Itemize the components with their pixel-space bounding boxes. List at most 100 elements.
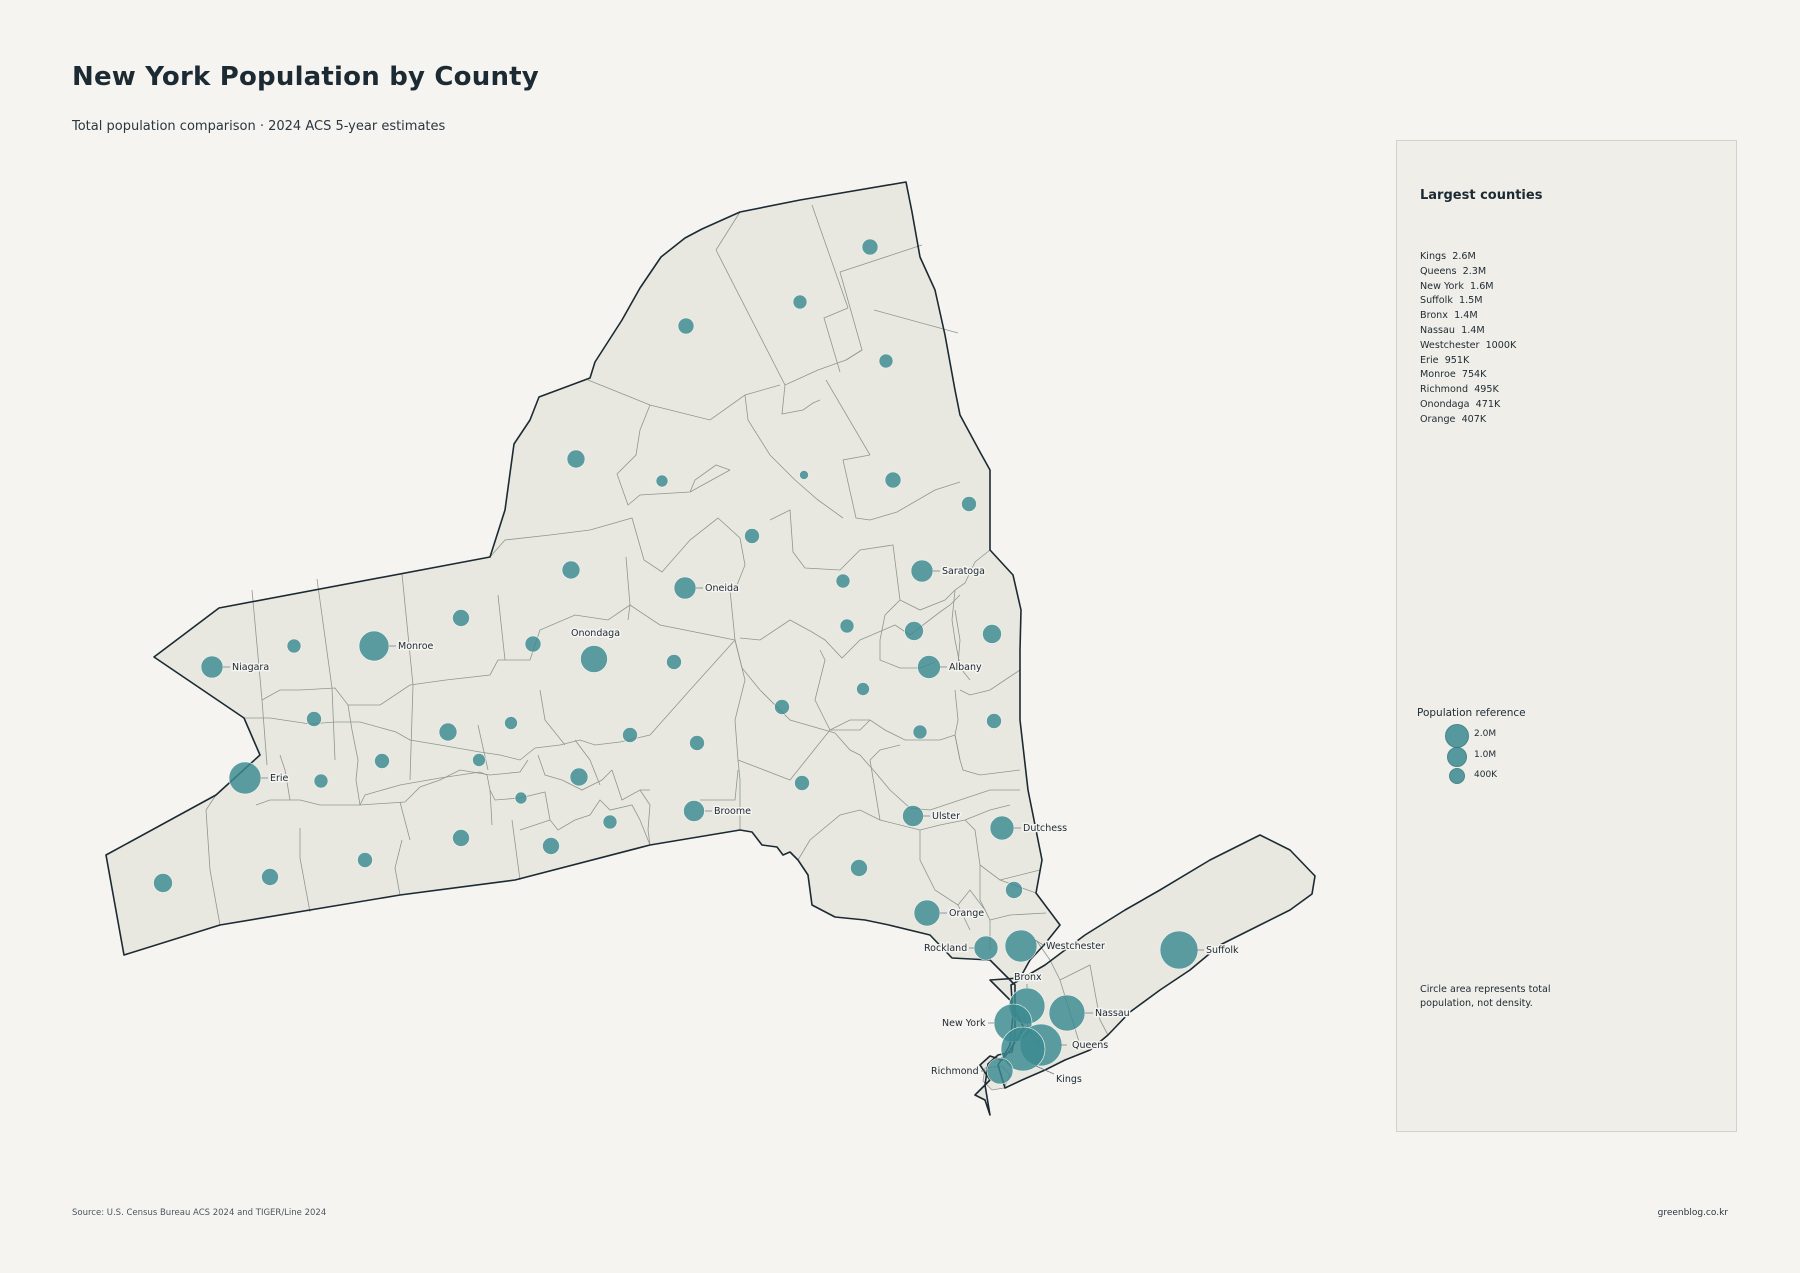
label-nassau: Nassau <box>1095 1008 1130 1019</box>
bubble-delaware <box>794 775 810 791</box>
bubble-yates <box>472 753 486 767</box>
label-oneida: Oneida <box>705 583 739 594</box>
bubble-greene <box>912 724 928 740</box>
label-monroe: Monroe <box>398 641 434 652</box>
bubble-orange <box>913 899 941 927</box>
bubble-suffolk <box>1159 930 1199 970</box>
bubble-allegany <box>357 852 373 868</box>
label-saratoga: Saratoga <box>942 566 985 577</box>
bubble-schuyler <box>514 791 528 805</box>
bubble-chautauqua <box>153 873 173 893</box>
bubble-fulton <box>835 573 851 589</box>
label-richmond: Richmond <box>931 1066 979 1077</box>
new-york-map: Niagara Monroe Erie Onondaga Oneida Sara… <box>105 181 1316 1116</box>
bubble-tompkins <box>569 767 589 787</box>
bubble-oswego <box>561 560 581 580</box>
bubble-washington <box>961 496 977 512</box>
bubble-ontario <box>438 722 458 742</box>
bubble-ulster <box>902 805 924 827</box>
ranking-item: Monroe 754K <box>1420 369 1487 381</box>
bubble-onondaga <box>580 645 608 673</box>
bubble-putnam <box>1005 881 1023 899</box>
ranking-item: New York 1.6M <box>1420 280 1494 292</box>
bubble-rensselaer <box>982 624 1002 644</box>
bubble-cattaraugus <box>261 868 279 886</box>
legend-item-1m: 1.0M <box>1397 745 1597 769</box>
label-new-york: New York <box>942 1018 986 1029</box>
site-credit: greenblog.co.kr <box>1657 1208 1728 1218</box>
bubble-chenango <box>689 735 705 751</box>
ranking-item: Suffolk 1.5M <box>1420 295 1483 307</box>
bubble-jefferson-north <box>655 474 669 488</box>
bubble-albany <box>917 655 941 679</box>
label-suffolk: Suffolk <box>1206 945 1239 956</box>
bubble-monroe <box>358 630 390 662</box>
bubble-richmond <box>986 1057 1014 1085</box>
bubble-essex <box>878 353 894 369</box>
bubble-nassau <box>1048 994 1086 1032</box>
bubble-montgomery <box>839 618 855 634</box>
county-bubbles <box>153 238 1023 899</box>
bubble-schoharie <box>856 682 870 696</box>
bubble-seneca <box>504 716 518 730</box>
bubble-niagara <box>200 655 224 679</box>
bubble-saratoga <box>910 559 934 583</box>
bubble-wayne <box>452 609 470 627</box>
page-subtitle: Total population comparison · 2024 ACS 5… <box>72 119 446 134</box>
bubble-essex-north <box>792 294 808 310</box>
bubble-franklin <box>677 317 695 335</box>
county-borders <box>205 204 1109 1051</box>
label-broome: Broome <box>714 806 751 817</box>
label-albany: Albany <box>949 662 982 673</box>
bubble-orleans <box>286 638 302 654</box>
side-panel: Largest counties Kings 2.6M Queens 2.3M … <box>1396 140 1737 1132</box>
label-bronx: Bronx <box>1014 972 1042 983</box>
legend-circle-small <box>1449 768 1465 784</box>
bubble-st-lawrence <box>566 449 586 469</box>
label-dutchess: Dutchess <box>1023 823 1067 834</box>
bubble-westchester <box>1004 929 1038 963</box>
bubble-madison <box>666 654 682 670</box>
ranking-item: Queens 2.3M <box>1420 265 1487 277</box>
bubble-kings <box>1000 1026 1046 1072</box>
label-orange: Orange <box>949 908 984 919</box>
legend-label: 2.0M <box>1474 729 1497 739</box>
bubble-oneida <box>673 576 697 600</box>
ranking-item: Kings 2.6M <box>1420 251 1476 262</box>
panel-title: Largest counties <box>1420 188 1543 203</box>
bubble-steuben <box>452 829 470 847</box>
bubble-chemung <box>542 837 560 855</box>
ranking-item: Orange 407K <box>1420 413 1487 425</box>
ranking-item: Onondaga 471K <box>1420 398 1501 410</box>
county-labels: Niagara Monroe Erie Onondaga Oneida Sara… <box>231 565 1241 1087</box>
ranking-item: Bronx 1.4M <box>1420 310 1478 322</box>
page-title: New York Population by County <box>72 62 539 92</box>
legend-note: Circle area represents total population,… <box>1420 984 1551 1009</box>
bubble-wyoming <box>313 773 329 789</box>
ranking-item: Nassau 1.4M <box>1420 324 1485 336</box>
bubble-rockland <box>973 935 999 961</box>
label-westchester: Westchester <box>1046 941 1105 952</box>
label-kings: Kings <box>1056 1074 1082 1085</box>
label-ulster: Ulster <box>932 811 960 822</box>
bubble-dutchess <box>989 815 1015 841</box>
bubble-sullivan <box>850 859 868 877</box>
label-queens: Queens <box>1072 1040 1108 1051</box>
source-note: Source: U.S. Census Bureau ACS 2024 and … <box>72 1208 327 1218</box>
legend-circle-medium <box>1447 747 1467 767</box>
legend-title: Population reference <box>1417 707 1526 719</box>
legend-label: 400K <box>1474 770 1498 780</box>
bubble-erie <box>228 761 262 795</box>
bubble-columbia <box>986 713 1002 729</box>
label-rockland: Rockland <box>924 943 967 954</box>
bubble-cortland <box>622 727 638 743</box>
bubble-clinton <box>861 238 879 256</box>
bubble-livingston <box>374 753 390 769</box>
bubble-hamilton <box>799 470 809 480</box>
bubble-lewis <box>744 528 760 544</box>
bubble-genesee <box>306 711 322 727</box>
bubble-warren <box>884 471 902 489</box>
bubble-schenectady <box>904 621 924 641</box>
label-onondaga: Onondaga <box>571 628 620 639</box>
ranking-item: Westchester 1000K <box>1420 339 1517 351</box>
